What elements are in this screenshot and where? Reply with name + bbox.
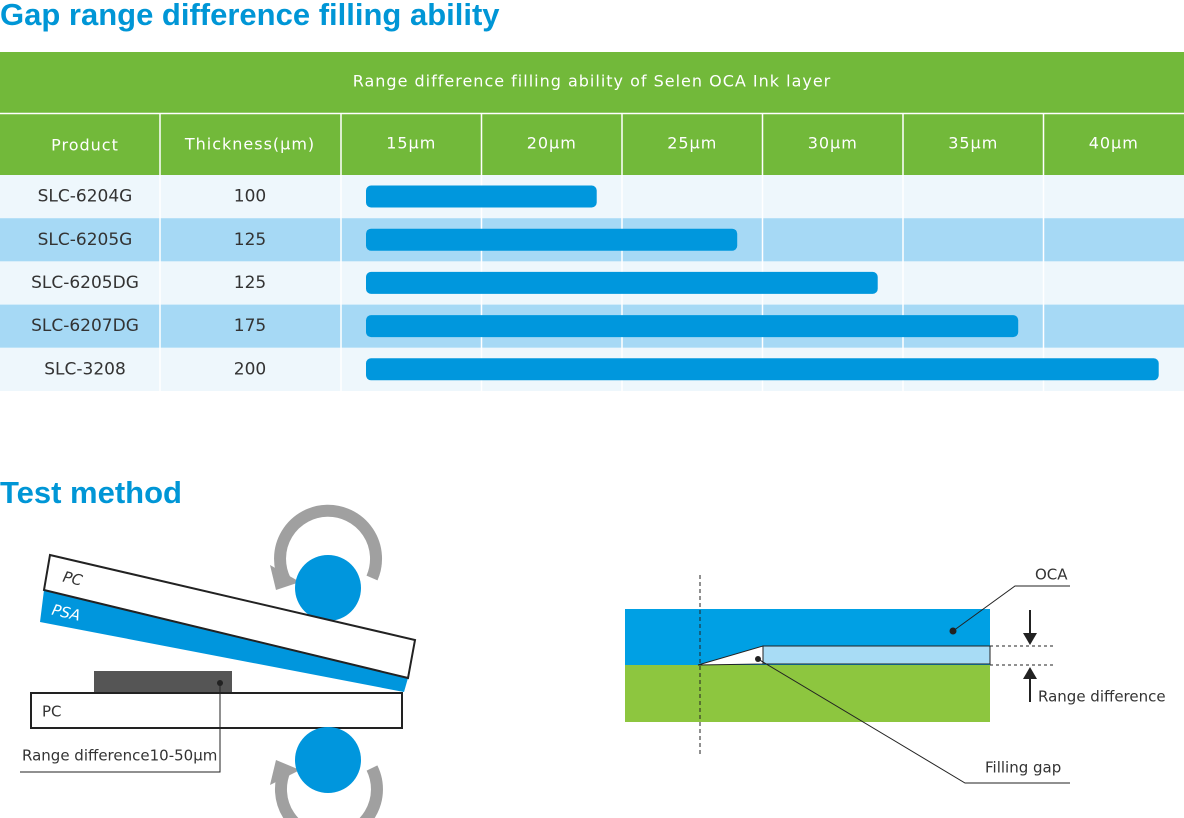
- table-caption: Range difference filling ability of Sele…: [353, 72, 832, 91]
- col-header: Product: [51, 136, 119, 155]
- gap: [697, 645, 764, 666]
- range-bar: [366, 271, 878, 294]
- leader: [20, 683, 221, 773]
- arrowhead: [270, 565, 300, 590]
- product: SLC-6207DG: [31, 316, 139, 336]
- product: SLC-6204G: [38, 187, 133, 207]
- layer-label: PC: [61, 568, 85, 590]
- ink-layer: [762, 645, 991, 665]
- base-layer: [625, 665, 990, 722]
- rotation-arrow: [275, 765, 383, 818]
- title: Gap range difference filling ability: [0, 0, 500, 32]
- range-bar: [366, 185, 597, 208]
- roller: [295, 727, 361, 793]
- col-header: 30μm: [808, 134, 858, 153]
- col-header: 35μm: [948, 134, 998, 153]
- roller: [295, 555, 361, 621]
- right-diagram: OCA Range difference Filling gap: [625, 566, 1166, 784]
- col-header: 15μm: [386, 134, 436, 153]
- product: SLC-3208: [44, 359, 126, 379]
- section-title: Test method: [0, 475, 182, 510]
- thickness: 175: [234, 316, 266, 336]
- arrowhead: [1023, 633, 1037, 645]
- thickness: 125: [234, 273, 266, 293]
- note: Range difference10-50μm: [22, 747, 217, 765]
- pc-layer: [42, 553, 417, 680]
- leader: [952, 585, 1070, 632]
- product: SLC-6205G: [38, 230, 133, 250]
- range-bar: [366, 315, 1019, 338]
- thickness: 200: [234, 359, 266, 379]
- col-header: 25μm: [667, 134, 717, 153]
- ink-step: [94, 671, 232, 693]
- col-header: Thickness(μm): [184, 135, 315, 154]
- layer-label: PC: [42, 703, 62, 721]
- arrowhead: [1023, 667, 1037, 679]
- label: Range difference: [1038, 688, 1166, 706]
- range-bar: [366, 228, 738, 251]
- label: OCA: [1035, 566, 1068, 584]
- thickness: 125: [234, 230, 266, 250]
- label: Filling gap: [985, 759, 1061, 777]
- left-diagram: PC PSA PC Range difference10-50μm: [20, 504, 417, 818]
- range-bar: [366, 358, 1159, 381]
- psa-layer: [40, 590, 408, 692]
- product: SLC-6205DG: [31, 273, 139, 293]
- leader: [757, 658, 1070, 784]
- rotation-arrow: [274, 504, 382, 583]
- arrowhead: [270, 760, 300, 785]
- col-header: 20μm: [527, 134, 577, 153]
- col-header: 40μm: [1089, 134, 1139, 153]
- pc-layer: [30, 692, 403, 729]
- thickness: 100: [234, 187, 266, 207]
